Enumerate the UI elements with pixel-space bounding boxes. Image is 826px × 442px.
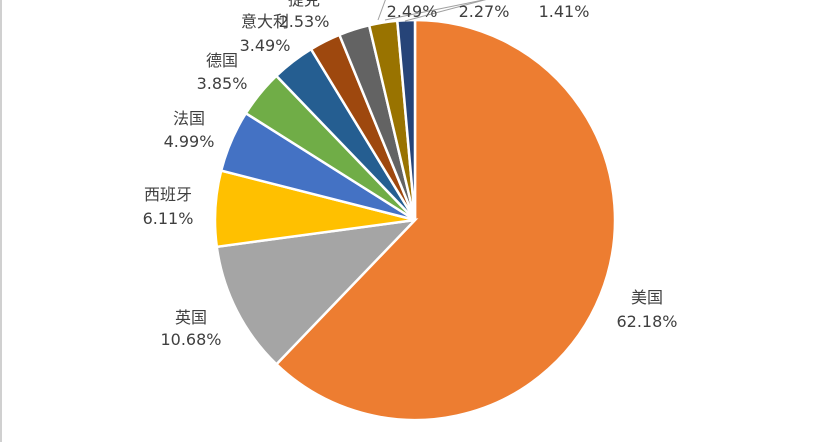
slice-percent-label: 3.85% xyxy=(197,74,248,93)
slice-name-label: 美国 xyxy=(631,288,663,307)
slice-percent-label: 1.41% xyxy=(539,2,590,21)
leader-line xyxy=(377,0,386,21)
slice-percent-label: 10.68% xyxy=(160,330,221,349)
slice-percent-label: 2.53% xyxy=(279,12,330,31)
leader-line xyxy=(404,0,487,22)
slice-percent-label: 2.49% xyxy=(387,2,438,21)
slice-percent-label: 3.49% xyxy=(240,36,291,55)
slice-percent-label: 4.99% xyxy=(164,132,215,151)
slice-percent-label: 6.11% xyxy=(143,209,194,228)
slice-name-label: 西班牙 xyxy=(144,185,192,204)
slice-name-label: 德国 xyxy=(206,51,238,70)
leader-line xyxy=(384,0,486,21)
slice-name-label: 英国 xyxy=(175,308,207,327)
pie-slice xyxy=(274,18,617,422)
slice-name-label: 捷克 xyxy=(288,0,320,9)
pie-slice xyxy=(215,218,419,367)
slice-name-label: 意大利 xyxy=(241,12,289,31)
slice-name-label: 法国 xyxy=(173,109,205,128)
slice-percent-label: 62.18% xyxy=(616,312,677,331)
slice-percent-label: 2.27% xyxy=(459,2,510,21)
